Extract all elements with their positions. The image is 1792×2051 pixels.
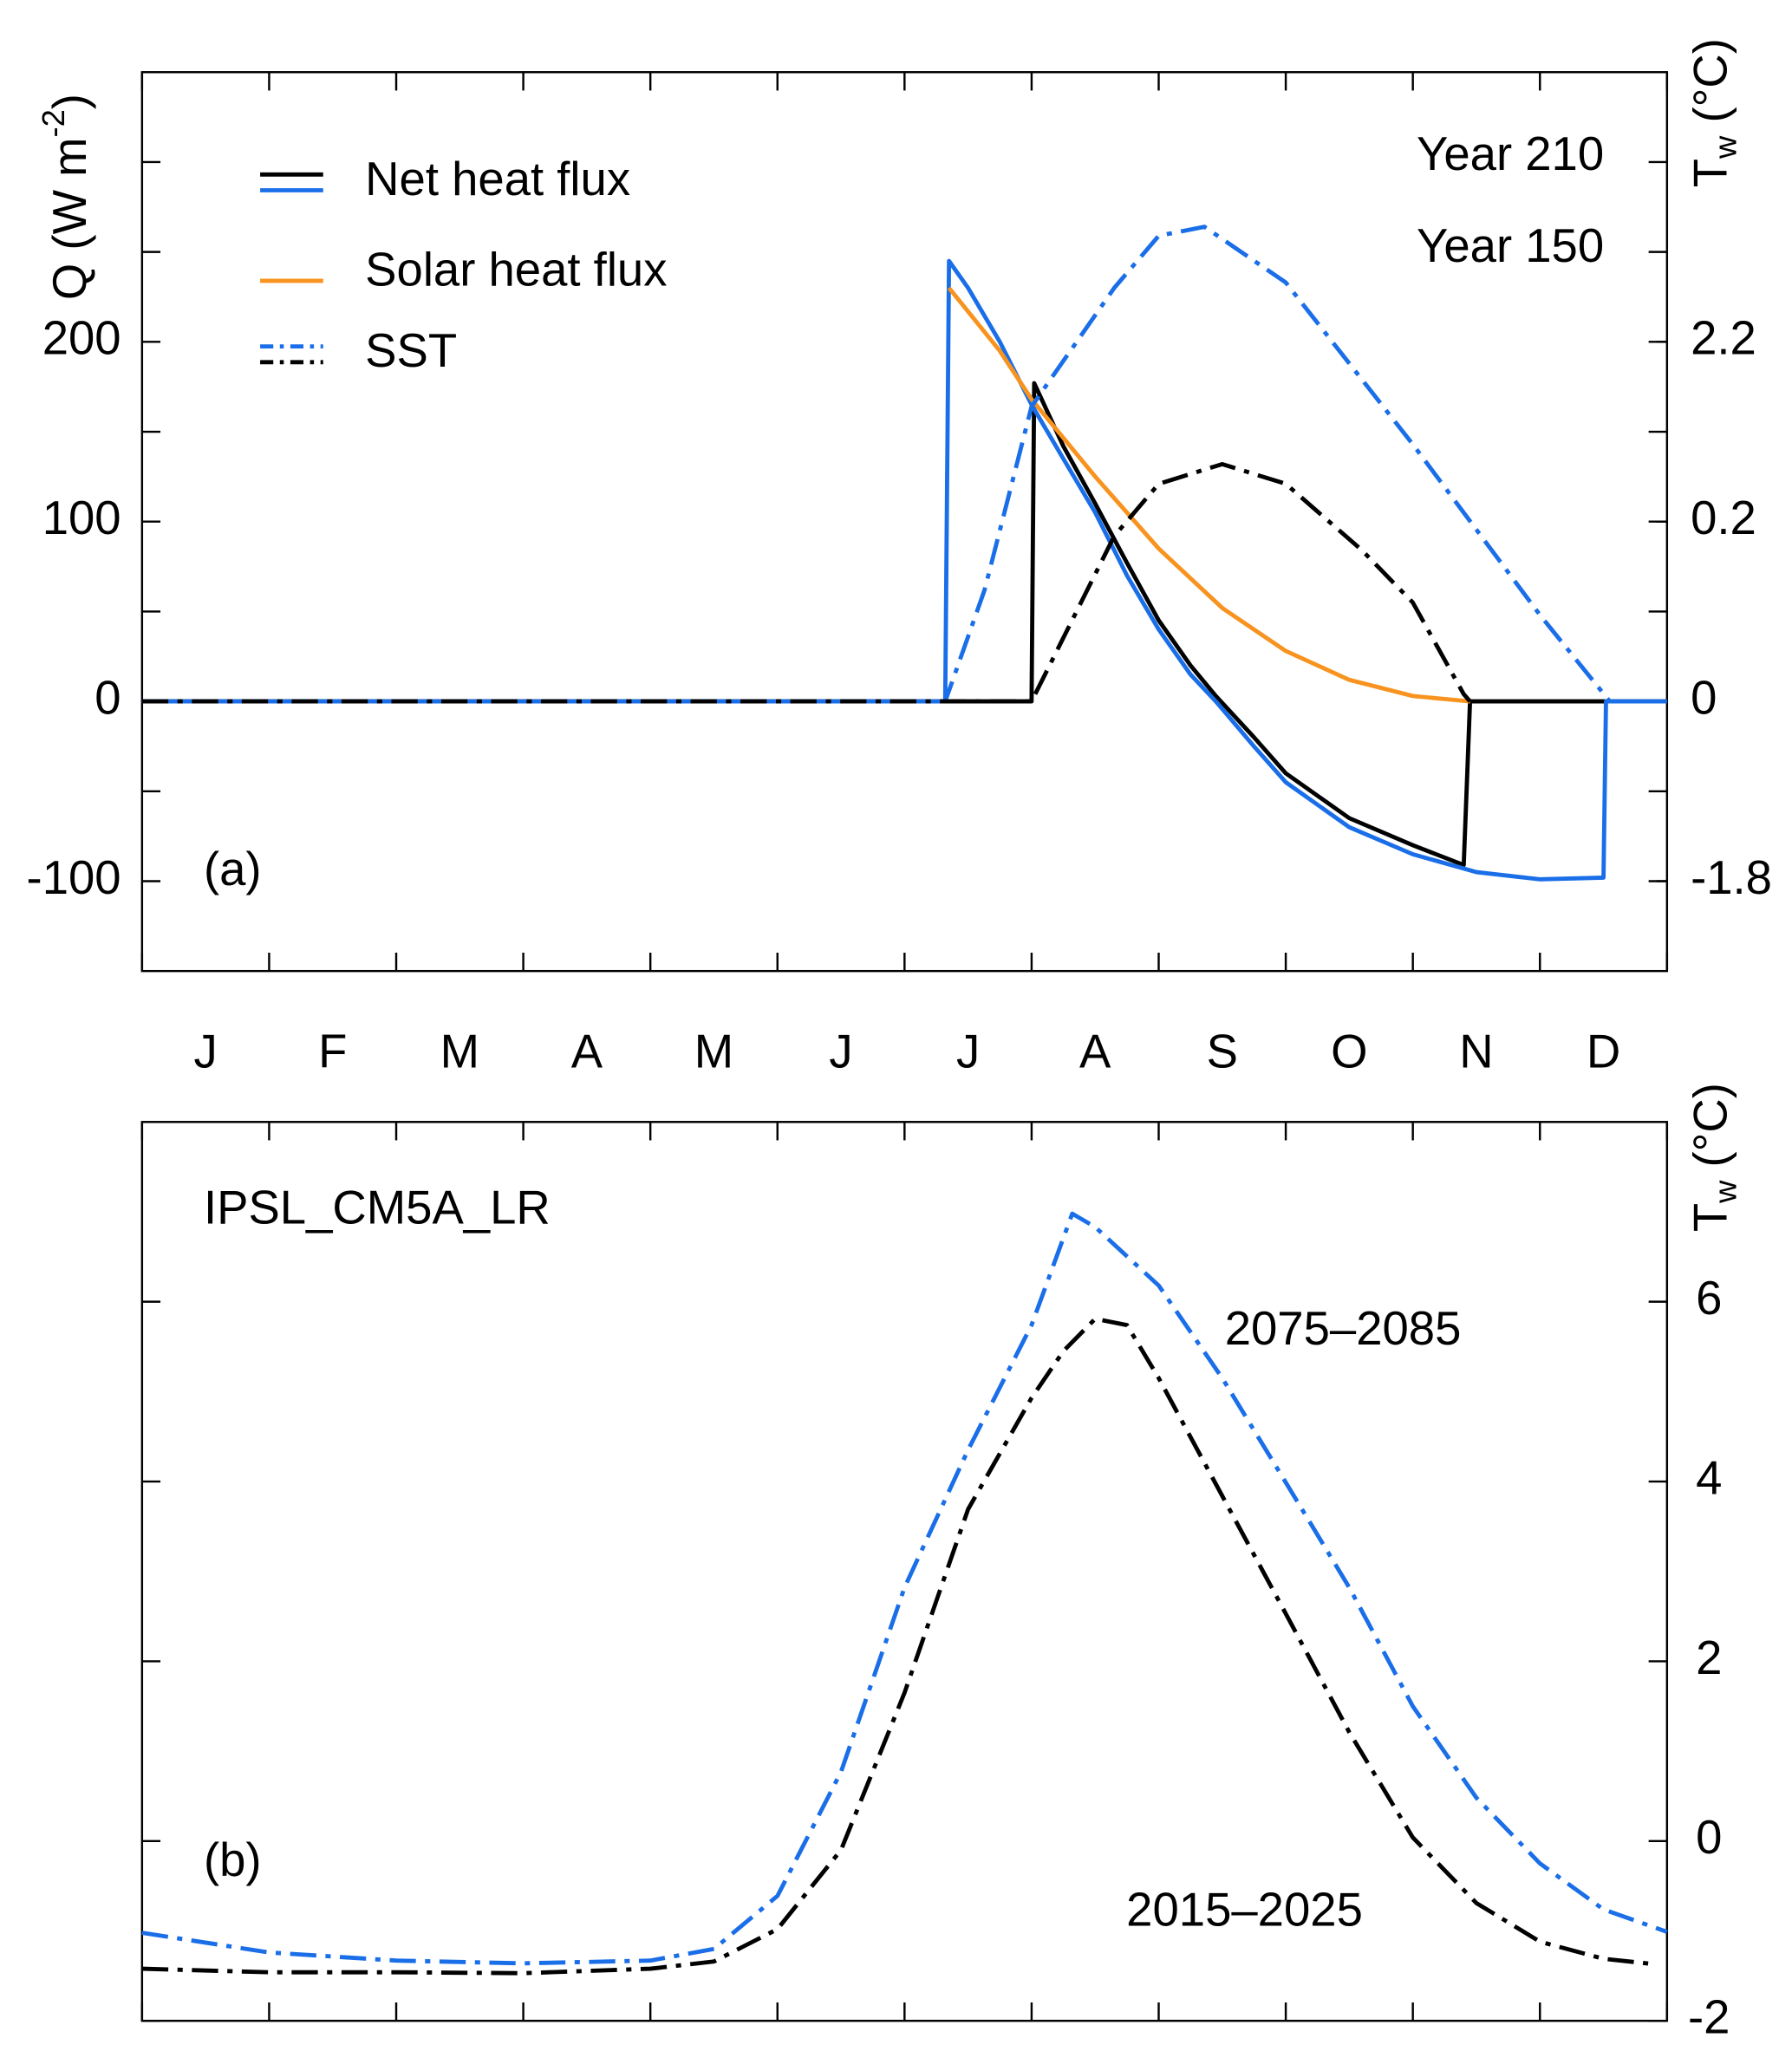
legend-label: SST <box>365 324 457 377</box>
plot-frame <box>140 71 1669 973</box>
y-tick-label: 100 <box>42 492 121 544</box>
series-line <box>141 461 1472 704</box>
legend-label: Solar heat flux <box>365 243 667 296</box>
panel-label: (a) <box>204 843 262 895</box>
panel-label: (b) <box>204 1833 262 1886</box>
y-tick-label: -2 <box>1688 1991 1730 2044</box>
x-tick-label: O <box>1331 1025 1367 1078</box>
x-tick-label: M <box>694 1025 733 1078</box>
y2-axis-label-part: (°C) <box>1684 38 1737 136</box>
y-tick-label: 0 <box>94 671 121 724</box>
x-tick-label: J <box>194 1025 218 1078</box>
y-tick-label: 200 <box>42 312 121 365</box>
y-axis-label-part: ) <box>44 94 97 109</box>
x-tick-label: M <box>440 1025 479 1078</box>
y2-axis-label-part: T <box>1684 159 1737 187</box>
x-tick-label: A <box>1079 1025 1111 1078</box>
x-tick-label: D <box>1587 1025 1620 1078</box>
y2-tick-label: 0.2 <box>1691 492 1756 544</box>
y-axis-label-part: (°C) <box>1684 1083 1737 1181</box>
x-tick-label: J <box>829 1025 852 1078</box>
y-tick-label: 2 <box>1696 1631 1722 1684</box>
series-label: 2015–2025 <box>1126 1883 1363 1936</box>
y2-tick-label: 2.2 <box>1691 312 1756 365</box>
model-label: IPSL_CM5A_LR <box>204 1182 551 1234</box>
x-tick-label: J <box>956 1025 980 1078</box>
y-axis-label: Tw (°C) <box>1684 1083 1743 1232</box>
y2-axis-label-part: w <box>1707 135 1743 160</box>
series-line <box>141 258 1667 882</box>
y2-tick-label: 0 <box>1691 671 1717 724</box>
x-tick-label: S <box>1207 1025 1238 1078</box>
y2-axis-label: Tw (°C) <box>1684 38 1743 187</box>
series-label: 2075–2085 <box>1225 1302 1462 1355</box>
y-tick-label: 4 <box>1696 1451 1722 1504</box>
plot-frame <box>140 1121 1669 2022</box>
y-axis-label-part: T <box>1684 1203 1737 1232</box>
y2-tick-label: -1.8 <box>1691 851 1772 904</box>
y-tick-label: 0 <box>1696 1811 1722 1864</box>
series-line <box>141 225 1612 704</box>
series-line <box>141 381 1667 868</box>
legend-label: Net heat flux <box>365 153 630 205</box>
y-axis-label-part: w <box>1707 1180 1743 1204</box>
annotation: Year 150 <box>1417 219 1604 272</box>
x-tick-label: A <box>571 1025 603 1078</box>
series-line <box>141 1316 1655 1976</box>
series-line <box>947 286 1470 704</box>
y-tick-label: -100 <box>27 851 121 904</box>
series-line <box>141 1211 1668 1966</box>
y-tick-label: 6 <box>1696 1272 1722 1325</box>
annotation: Year 210 <box>1417 127 1604 180</box>
y-axis-label: Q (W m-2) <box>36 94 97 300</box>
x-tick-label: N <box>1459 1025 1493 1078</box>
y-axis-label-part: -2 <box>36 109 71 137</box>
y-axis-label-part: Q (W m <box>44 137 97 300</box>
x-tick-label: F <box>318 1025 347 1078</box>
